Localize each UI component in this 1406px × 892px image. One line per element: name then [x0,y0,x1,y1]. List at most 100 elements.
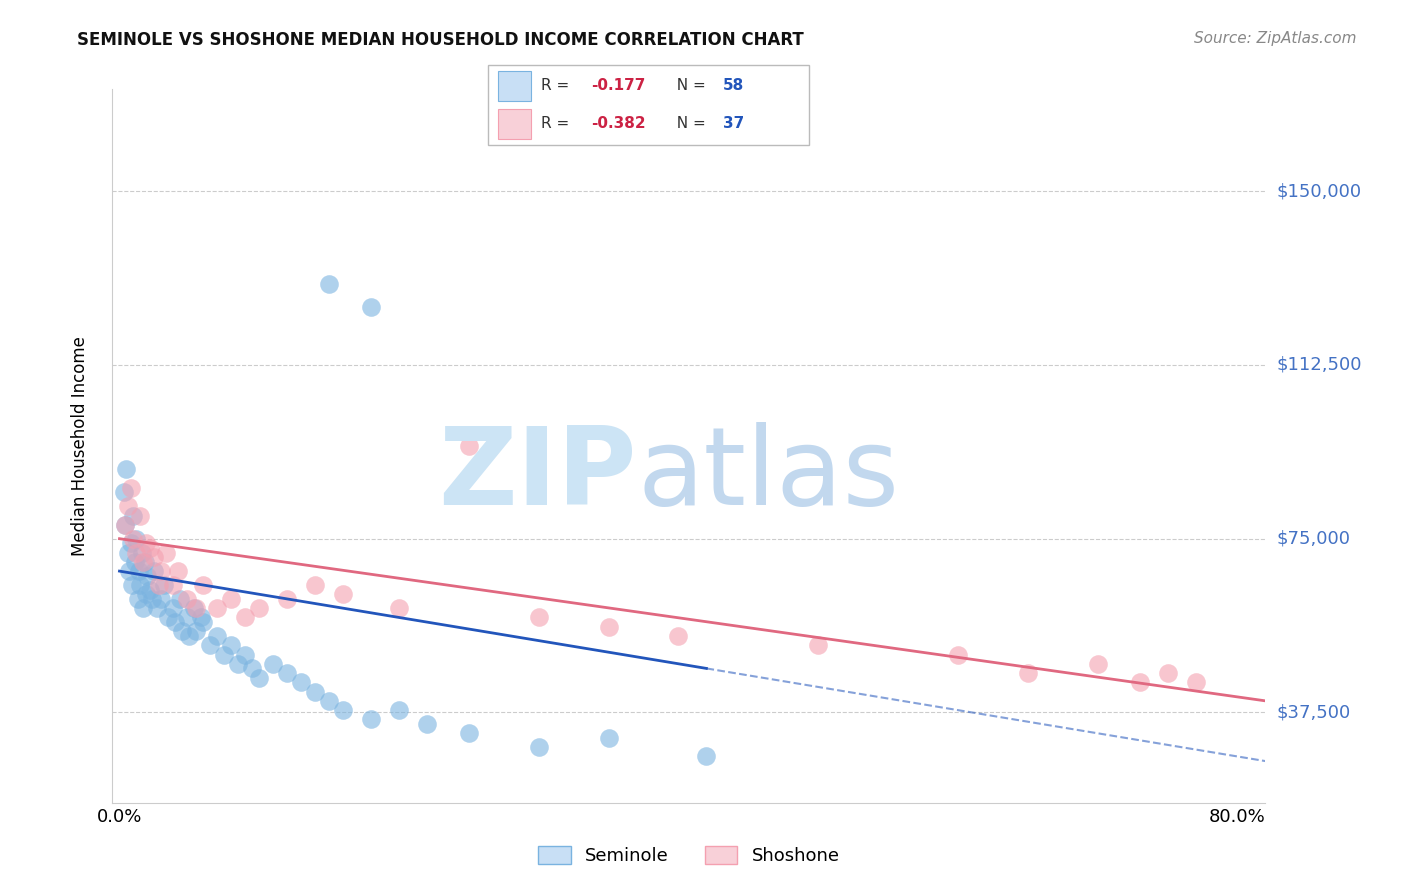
Point [162,578,184,592]
Point [129,508,152,523]
Point [457,726,479,740]
Point [128,564,150,578]
Point [807,638,830,652]
Point [233,648,256,662]
Point [388,703,411,717]
Point [134,555,156,569]
Point [118,564,141,578]
Point [125,545,148,559]
Point [1017,666,1039,681]
Point [155,545,177,559]
Point [527,740,550,755]
Point [150,591,173,606]
Point [200,638,222,652]
Point [176,610,198,624]
Text: N =: N = [666,116,710,131]
Point [226,657,249,671]
Y-axis label: Median Household Income: Median Household Income [70,336,89,556]
Point [332,703,354,717]
Point [143,550,166,565]
Point [186,601,208,615]
Point [190,610,212,624]
Point [332,587,354,601]
Text: N =: N = [666,78,710,94]
Point [165,615,187,629]
Point [318,694,340,708]
Point [240,661,263,675]
Point [1156,666,1178,681]
Point [132,601,155,615]
Point [262,657,284,671]
Point [148,578,170,592]
Point [112,485,135,500]
Point [139,582,162,597]
Point [668,629,690,643]
Text: $37,500: $37,500 [1277,704,1351,722]
Text: -0.177: -0.177 [591,78,645,94]
Point [124,555,146,569]
Point [157,610,180,624]
Point [176,591,198,606]
Point [304,578,326,592]
Point [183,601,205,615]
Point [129,578,152,592]
Point [276,591,298,606]
Point [233,610,256,624]
Point [125,532,148,546]
Point [139,541,162,555]
Point [115,462,138,476]
Point [150,564,173,578]
FancyBboxPatch shape [498,109,531,139]
Point [388,601,411,615]
Point [114,517,136,532]
Point [304,684,326,698]
Point [135,587,157,601]
Text: R =: R = [541,78,575,94]
Point [153,578,176,592]
Point [276,666,298,681]
Point [131,545,153,559]
Point [179,629,201,643]
Point [193,615,215,629]
Point [117,545,139,559]
Point [219,591,242,606]
Text: 37: 37 [723,116,744,131]
Text: $150,000: $150,000 [1277,182,1361,200]
Point [186,624,208,639]
Point [360,712,382,726]
Point [135,536,157,550]
Point [120,481,142,495]
Point [360,300,382,314]
Point [416,717,439,731]
Point [146,601,169,615]
Point [193,578,215,592]
Point [172,624,194,639]
Point [946,648,969,662]
Point [457,439,479,453]
Point [1087,657,1109,671]
Point [122,508,145,523]
Point [1129,675,1152,690]
Text: $75,000: $75,000 [1277,530,1351,548]
Text: ZIP: ZIP [439,422,637,527]
Point [247,601,270,615]
Point [117,500,139,514]
Point [1184,675,1206,690]
Text: atlas: atlas [637,422,898,527]
Point [136,568,159,582]
Point [318,277,340,291]
Legend: Seminole, Shoshone: Seminole, Shoshone [538,846,839,865]
Text: Source: ZipAtlas.com: Source: ZipAtlas.com [1194,31,1357,46]
Point [219,638,242,652]
Point [290,675,312,690]
Text: -0.382: -0.382 [591,116,645,131]
Point [114,517,136,532]
FancyBboxPatch shape [498,71,531,101]
Point [207,601,229,615]
Text: SEMINOLE VS SHOSHONE MEDIAN HOUSEHOLD INCOME CORRELATION CHART: SEMINOLE VS SHOSHONE MEDIAN HOUSEHOLD IN… [77,31,804,49]
FancyBboxPatch shape [488,65,808,145]
Point [695,749,717,764]
Point [162,601,184,615]
Point [122,532,145,546]
Point [527,610,550,624]
